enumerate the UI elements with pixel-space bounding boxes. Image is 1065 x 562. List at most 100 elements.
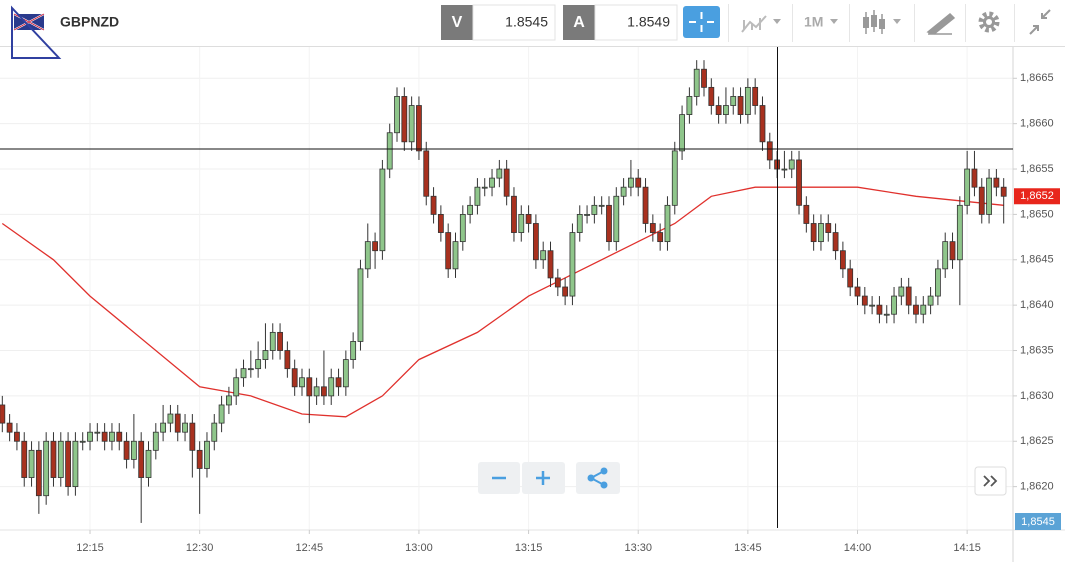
candle-body [927, 295, 934, 306]
ask-box[interactable] [594, 4, 678, 41]
candle-body [686, 96, 693, 115]
timeframe[interactable]: 1M [804, 14, 823, 30]
candle-body [225, 395, 232, 406]
candle-body [335, 377, 342, 388]
candle-body [584, 214, 590, 216]
candle-body [79, 440, 86, 443]
candle-body [935, 268, 941, 297]
candle-body [788, 159, 795, 170]
candle-body [723, 105, 729, 115]
candle-body [649, 223, 656, 233]
candle-body [759, 105, 766, 143]
candle-body [123, 440, 130, 460]
candle-body [204, 440, 210, 469]
bid-tag-label: 1,8545 [1021, 516, 1055, 528]
collapse-icon[interactable] [1029, 9, 1051, 35]
x-tick-label: 14:00 [844, 542, 872, 554]
ask-label[interactable]: A [573, 14, 585, 31]
candle-body [701, 68, 707, 88]
candle-body [160, 422, 167, 433]
settings-icon[interactable] [978, 11, 1000, 33]
candle-body [737, 96, 744, 115]
candle-body [913, 304, 919, 315]
candle-body [240, 368, 247, 379]
candle-body [708, 86, 715, 106]
candle-body [715, 105, 722, 115]
candle-body [569, 232, 576, 297]
x-tick-label: 13:45 [734, 542, 762, 554]
bid-label-box[interactable] [441, 5, 473, 40]
x-tick-label: 13:00 [405, 542, 433, 554]
candle-body [299, 377, 305, 388]
zoom-in-icon [536, 471, 550, 485]
crosshair-icon [689, 12, 714, 32]
share-icon [600, 467, 608, 475]
symbol[interactable]: GBPNZD [60, 14, 119, 30]
candle-body [379, 168, 386, 252]
candle-body [942, 241, 949, 270]
dropdown-arrow [830, 19, 838, 24]
candle-body [518, 214, 525, 233]
candle-body [993, 177, 1000, 188]
scroll-right-button[interactable] [974, 466, 1007, 496]
candle-body [832, 232, 839, 252]
candle-body [21, 440, 28, 478]
x-tick-label: 13:15 [515, 542, 543, 554]
candle-body [598, 204, 605, 207]
share-button[interactable] [576, 462, 620, 494]
candle-body [452, 241, 459, 270]
chart-type-icon[interactable] [741, 15, 767, 33]
axis: 1,8620 1,8625 1,8630 1,8635 1,8640 1,8645 1,86… [76, 72, 1060, 554]
candle-body [269, 331, 276, 351]
candle-body [218, 404, 225, 424]
bid-price[interactable]: 1.8545 [505, 14, 548, 30]
candle-body [606, 204, 612, 243]
corner-triangle [11, 5, 62, 59]
candle-body [781, 168, 788, 171]
candle-body [357, 268, 364, 342]
symbol-icon[interactable] [11, 5, 62, 59]
y-tick-label: 1,8655 [1020, 163, 1054, 175]
ask-price[interactable]: 1.8549 [627, 14, 670, 30]
bid-tag [1015, 513, 1061, 530]
candle-body [547, 250, 554, 279]
candle-body [262, 350, 269, 360]
ask-label-box[interactable] [563, 5, 595, 40]
candle-icon [863, 17, 869, 28]
candle-body [540, 250, 547, 261]
bid-label[interactable]: V [452, 14, 463, 31]
candle-body [657, 232, 664, 243]
candle-body [525, 214, 532, 224]
candle-body [986, 177, 992, 215]
candle-body [0, 404, 6, 424]
y-tick-label: 1,8620 [1020, 481, 1054, 493]
candle-body [408, 105, 415, 143]
candle-icon [879, 19, 885, 29]
candle-body [445, 232, 452, 270]
y-tick-label: 1,8625 [1020, 435, 1054, 447]
bid-box[interactable] [472, 4, 556, 41]
share-icon [587, 474, 595, 482]
candle-body [956, 204, 963, 261]
candle-body [847, 268, 854, 288]
candle-body [496, 168, 503, 179]
candle-body [642, 186, 649, 224]
last-price-tag [1014, 188, 1060, 205]
candle-body [35, 449, 42, 497]
candle-body [562, 286, 569, 297]
candle-body [693, 68, 700, 97]
flag-cross [13, 13, 45, 31]
candle-body [174, 413, 181, 433]
candle-body [532, 223, 539, 261]
candle-body [869, 304, 876, 307]
candle-body [891, 295, 897, 315]
candle-body [744, 86, 751, 115]
candle-body [65, 440, 71, 488]
candle-body [679, 114, 685, 152]
crosshair-button[interactable] [683, 6, 720, 38]
draw-icon[interactable] [926, 12, 956, 35]
candle-body [72, 440, 79, 488]
candle-body [861, 295, 868, 306]
share-icon [600, 481, 608, 489]
candle-body [511, 195, 517, 233]
